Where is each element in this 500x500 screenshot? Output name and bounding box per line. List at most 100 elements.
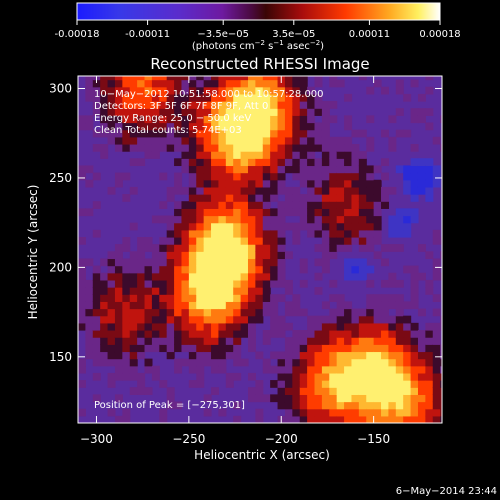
heatmap-cell [85,86,94,95]
heatmap-cell [366,308,375,317]
heatmap-cell [211,101,220,109]
heatmap-cell [247,222,256,231]
heatmap-cell [218,129,227,138]
heatmap-cell [321,215,330,224]
heatmap-cell [181,229,190,238]
heatmap-cell [373,394,382,403]
heatmap-cell [321,151,330,159]
heatmap-cell [373,315,382,324]
heatmap-cell [277,387,286,395]
heatmap-cell [262,329,271,338]
heatmap-cell [329,351,338,360]
heatmap-cell [144,122,153,131]
heatmap-cell [307,329,316,338]
heatmap-cell [262,337,271,345]
heatmap-cell [211,358,220,367]
heatmap-cell [307,115,316,124]
heatmap-cell [262,86,271,95]
heatmap-cell [307,201,316,209]
heatmap-cell [358,351,367,360]
heatmap-cell [344,208,353,217]
heatmap-cell [181,294,190,302]
footer-date: 6−May−2014 23:44 [396,486,497,497]
heatmap-cell [144,322,153,331]
heatmap-cell [240,215,249,224]
heatmap-cell [358,158,367,167]
heatmap-cell [270,165,279,174]
heatmap-cell [188,294,197,302]
heatmap-cell [292,415,301,423]
heatmap-cell [129,322,138,331]
heatmap-cell [351,236,360,245]
heatmap-cell [122,272,131,281]
heatmap-cell [100,358,109,367]
heatmap-cell [440,236,442,245]
heatmap-cell [188,208,197,217]
heatmap-cell [196,143,205,152]
heatmap-cell [255,408,264,417]
heatmap-cell [403,229,412,238]
heatmap-cell [410,158,419,167]
heatmap-cell [122,101,131,109]
heatmap-cell [344,415,353,423]
heatmap-cell [218,236,227,245]
heatmap-cell [395,329,404,338]
heatmap-cell [410,380,419,388]
heatmap-cell [240,236,249,245]
heatmap-cell [240,358,249,367]
heatmap-cell [314,143,323,152]
heatmap-cell [395,401,404,410]
heatmap-cell [270,279,279,288]
heatmap-cell [410,365,419,374]
heatmap-cell [277,186,286,195]
heatmap-cell [410,165,419,174]
heatmap-cell [388,380,397,388]
heatmap-cell [166,394,175,403]
heatmap-cell [114,172,123,181]
heatmap-cell [137,287,146,295]
heatmap-cell [85,122,94,131]
heatmap-cell [211,344,220,353]
heatmap-cell [262,272,271,281]
heatmap-cell [225,101,234,109]
heatmap-cell [85,93,94,102]
heatmap-cell [344,315,353,324]
heatmap-cell [100,344,109,353]
heatmap-cell [373,408,382,417]
heatmap-cell [292,294,301,302]
heatmap-cell [336,236,345,245]
heatmap-cell [188,351,197,360]
heatmap-cell [373,165,382,174]
heatmap-cell [188,265,197,274]
heatmap-cell [137,294,146,302]
heatmap-cell [211,294,220,302]
heatmap-cell [388,337,397,345]
heatmap-cell [425,408,434,417]
heatmap-cell [233,151,242,159]
heatmap-cell [233,172,242,181]
heatmap-cell [388,394,397,403]
heatmap-cell [277,236,286,245]
heatmap-cell [203,194,212,202]
heatmap-cell [240,122,249,131]
heatmap-cell [114,358,123,367]
heatmap-cell [225,151,234,159]
heatmap-cell [358,372,367,381]
heatmap-cell [218,222,227,231]
heatmap-cell [151,287,160,295]
heatmap-cell [299,76,308,81]
heatmap-cell [188,165,197,174]
heatmap-cell [107,115,116,124]
heatmap-cell [122,358,131,367]
heatmap-cell [137,301,146,310]
heatmap-cell [181,244,190,252]
y-tick-label: 300 [49,82,72,96]
heatmap-cell [114,244,123,252]
heatmap-cell [344,401,353,410]
heatmap-cell [181,115,190,124]
heatmap-cell [137,101,146,109]
heatmap-cell [225,294,234,302]
heatmap-cell [114,258,123,267]
heatmap-cell [203,76,212,81]
heatmap-cell [196,337,205,345]
